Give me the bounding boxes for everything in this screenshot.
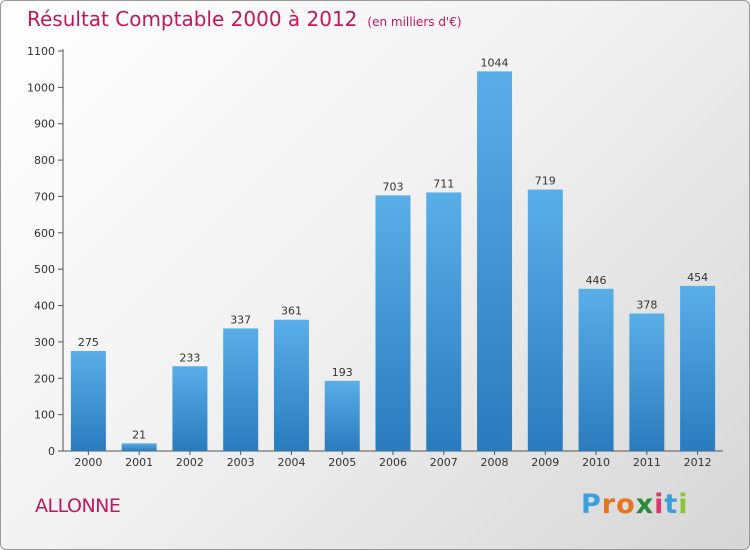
proxiti-logo[interactable]: Proxiti	[581, 489, 689, 520]
bar[interactable]	[273, 319, 309, 451]
data-label: 361	[281, 305, 302, 318]
data-label: 378	[636, 299, 657, 312]
x-tick-label: 2004	[277, 456, 305, 469]
x-tick-label: 2007	[430, 456, 458, 469]
data-label: 233	[179, 351, 200, 364]
x-tick-label: 2008	[481, 456, 509, 469]
data-label: 337	[230, 313, 251, 326]
bar[interactable]	[172, 366, 208, 451]
y-tick-label: 400	[34, 300, 55, 313]
x-tick-label: 2000	[74, 456, 102, 469]
data-label: 1044	[481, 56, 509, 69]
x-tick-label: 2002	[176, 456, 204, 469]
bar[interactable]	[121, 443, 157, 451]
chart-subtitle: (en milliers d'€)	[367, 15, 462, 29]
y-tick-label: 800	[34, 154, 55, 167]
y-tick-label: 100	[34, 409, 55, 422]
y-tick-label: 1100	[27, 45, 55, 58]
logo-letter: P	[581, 489, 602, 520]
y-tick-label: 500	[34, 263, 55, 276]
bar[interactable]	[70, 351, 106, 451]
x-tick-label: 2006	[379, 456, 407, 469]
location-name: ALLONNE	[35, 495, 121, 517]
x-tick-label: 2011	[633, 456, 661, 469]
x-tick-label: 2010	[582, 456, 610, 469]
y-tick-label: 300	[34, 336, 55, 349]
data-label: 21	[132, 428, 146, 441]
logo-letter: t	[664, 489, 679, 520]
x-tick-label: 2012	[684, 456, 712, 469]
bar[interactable]	[680, 285, 716, 451]
x-tick-label: 2005	[328, 456, 356, 469]
bar[interactable]	[629, 313, 665, 451]
logo-letter: x	[635, 489, 655, 520]
bar[interactable]	[375, 195, 411, 451]
logo-letter: r	[601, 489, 617, 520]
data-label: 719	[535, 175, 556, 188]
data-label: 193	[332, 366, 353, 379]
x-tick-label: 2003	[227, 456, 255, 469]
data-label: 446	[586, 274, 607, 287]
y-tick-label: 0	[48, 445, 55, 458]
data-label: 275	[78, 336, 99, 349]
y-tick-label: 1000	[27, 81, 55, 94]
data-label: 703	[383, 180, 404, 193]
bar[interactable]	[426, 192, 462, 452]
logo-letter: i	[654, 489, 665, 520]
bar[interactable]	[527, 189, 563, 451]
y-tick-label: 700	[34, 190, 55, 203]
chart-title: Résultat Comptable 2000 à 2012 (en millie…	[27, 7, 462, 31]
logo-letter: o	[616, 489, 636, 520]
chart-title-text: Résultat Comptable 2000 à 2012	[27, 7, 358, 31]
y-tick-label: 200	[34, 372, 55, 385]
data-label: 454	[687, 271, 708, 284]
logo-letter: i	[678, 489, 689, 520]
bar[interactable]	[578, 288, 614, 451]
bar[interactable]	[324, 380, 360, 451]
y-tick-label: 900	[34, 118, 55, 131]
bar[interactable]	[477, 71, 513, 451]
x-tick-label: 2001	[125, 456, 153, 469]
data-label: 711	[433, 177, 454, 190]
bar[interactable]	[223, 328, 259, 451]
y-tick-label: 600	[34, 227, 55, 240]
x-tick-label: 2009	[531, 456, 559, 469]
